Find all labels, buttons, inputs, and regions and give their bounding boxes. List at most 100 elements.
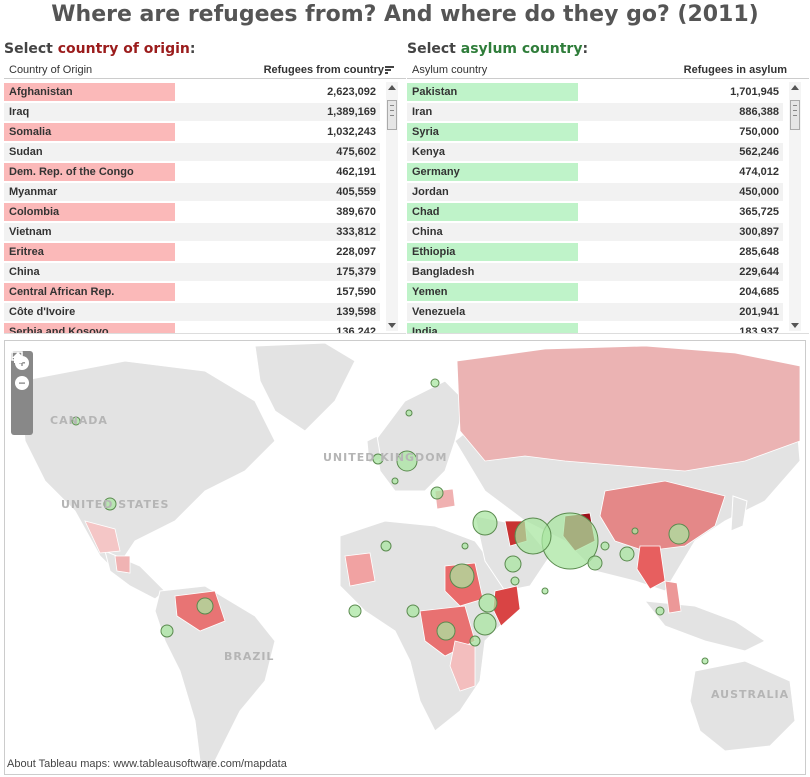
scroll-down-icon[interactable]	[388, 323, 396, 328]
scroll-thumb[interactable]	[790, 100, 800, 130]
asylum-country-name[interactable]: India	[407, 323, 578, 333]
map-controls: + −	[11, 351, 33, 435]
asylum-refugee-count: 204,685	[739, 286, 779, 298]
asylum-table-row[interactable]: Yemen 204,685	[407, 282, 809, 302]
asylum-table-row[interactable]: Syria 750,000	[407, 122, 809, 142]
scroll-up-icon[interactable]	[791, 85, 799, 90]
origin-table-row[interactable]: Colombia 389,670	[4, 202, 406, 222]
asylum-country-name[interactable]: Bangladesh	[407, 263, 578, 281]
asylum-country-name[interactable]: Chad	[407, 203, 578, 221]
map-label-united-states: UNITED STATES	[61, 498, 170, 511]
asylum-refugee-count: 1,701,945	[730, 86, 779, 98]
asylum-label-prefix: Select	[407, 41, 461, 57]
asylum-country-name[interactable]: Kenya	[407, 143, 578, 161]
origin-table-row[interactable]: Sudan 475,602	[4, 142, 406, 162]
origin-panel: Select country of origin: Country of Ori…	[4, 38, 406, 334]
origin-country-name[interactable]: China	[4, 263, 175, 281]
origin-country-name[interactable]: Eritrea	[4, 243, 175, 261]
page-title: Where are refugees from? And where do th…	[51, 2, 759, 27]
origin-country-name[interactable]: Dem. Rep. of the Congo	[4, 163, 175, 181]
map-label-brazil: BRAZIL	[224, 650, 275, 663]
rectangle-select-button[interactable]	[11, 351, 33, 413]
asylum-table: Asylum country Refugees in asylum Pakist…	[407, 62, 809, 334]
origin-label-accent: country of origin	[57, 41, 190, 57]
origin-table-row[interactable]: Eritrea 228,097	[4, 242, 406, 262]
asylum-country-name[interactable]: Pakistan	[407, 83, 578, 101]
scroll-up-icon[interactable]	[388, 85, 396, 90]
origin-country-name[interactable]: Myanmar	[4, 183, 175, 201]
asylum-country-name[interactable]: Syria	[407, 123, 578, 141]
asylum-col-name-header[interactable]: Asylum country	[412, 64, 488, 76]
asylum-table-header: Asylum country Refugees in asylum	[407, 62, 809, 79]
origin-country-name[interactable]: Iraq	[4, 103, 175, 121]
asylum-col-value-header[interactable]: Refugees in asylum	[683, 64, 787, 76]
origin-label-suffix: :	[189, 41, 196, 57]
origin-rows: Afghanistan 2,623,092 Iraq 1,389,169 Somalia…	[4, 82, 406, 333]
asylum-table-row[interactable]: China 300,897	[407, 222, 809, 242]
world-map-canvas[interactable]	[5, 341, 806, 775]
scroll-thumb[interactable]	[387, 100, 397, 130]
minus-icon: −	[15, 376, 29, 390]
origin-scrollbar[interactable]	[386, 82, 398, 331]
map-attribution[interactable]: About Tableau maps: www.tableausoftware.…	[7, 758, 287, 770]
asylum-refugee-count: 201,941	[578, 303, 783, 321]
asylum-refugee-count: 562,246	[578, 143, 783, 161]
asylum-refugee-count: 886,388	[578, 103, 783, 121]
origin-country-name[interactable]: Côte d'Ivoire	[4, 303, 175, 321]
origin-col-name-header[interactable]: Country of Origin	[9, 64, 93, 76]
origin-table-row[interactable]: Dem. Rep. of the Congo 462,191	[4, 162, 406, 182]
origin-table-row[interactable]: Myanmar 405,559	[4, 182, 406, 202]
origin-country-name[interactable]: Afghanistan	[4, 83, 175, 101]
asylum-table-row[interactable]: Venezuela 201,941	[407, 302, 809, 322]
asylum-table-row[interactable]: Jordan 450,000	[407, 182, 809, 202]
asylum-table-row[interactable]: Bangladesh 229,644	[407, 262, 809, 282]
home-icon	[12, 352, 24, 363]
asylum-country-name[interactable]: Venezuela	[407, 303, 578, 321]
origin-table-row[interactable]: Afghanistan 2,623,092	[4, 82, 406, 102]
origin-country-name[interactable]: Colombia	[4, 203, 175, 221]
origin-table-row[interactable]: Iraq 1,389,169	[4, 102, 406, 122]
asylum-table-row[interactable]: Iran 886,388	[407, 102, 809, 122]
asylum-refugee-count: 474,012	[739, 166, 779, 178]
asylum-country-name[interactable]: Iran	[407, 103, 578, 121]
asylum-table-row[interactable]: Kenya 562,246	[407, 142, 809, 162]
asylum-country-name[interactable]: Germany	[407, 163, 578, 181]
origin-country-name[interactable]: Serbia and Kosovo	[4, 323, 175, 333]
origin-refugee-count: 139,598	[175, 303, 380, 321]
origin-table-row[interactable]: China 175,379	[4, 262, 406, 282]
asylum-country-name[interactable]: Yemen	[407, 283, 578, 301]
origin-refugee-count: 157,590	[336, 286, 376, 298]
asylum-label-accent: asylum country	[460, 41, 583, 57]
asylum-table-row[interactable]: Pakistan 1,701,945	[407, 82, 809, 102]
origin-table-row[interactable]: Somalia 1,032,243	[4, 122, 406, 142]
origin-refugee-count: 228,097	[336, 246, 376, 258]
origin-refugee-count: 475,602	[175, 143, 380, 161]
origin-refugee-count: 175,379	[175, 263, 380, 281]
origin-table-row[interactable]: Côte d'Ivoire 139,598	[4, 302, 406, 322]
scroll-down-icon[interactable]	[791, 323, 799, 328]
origin-col-value-header[interactable]: Refugees from country	[263, 64, 384, 76]
asylum-table-row[interactable]: Chad 365,725	[407, 202, 809, 222]
origin-table-row[interactable]: Serbia and Kosovo 136,242	[4, 322, 406, 333]
asylum-country-name[interactable]: Jordan	[407, 183, 578, 201]
origin-table-row[interactable]: Central African Rep. 157,590	[4, 282, 406, 302]
asylum-scrollbar[interactable]	[789, 82, 801, 331]
origin-country-name[interactable]: Vietnam	[4, 223, 175, 241]
zoom-out-button[interactable]: −	[11, 373, 33, 393]
world-map[interactable]: CANADA UNITED STATES UNITED KINGDOM BRAZ…	[4, 340, 806, 775]
asylum-country-name[interactable]: Ethiopia	[407, 243, 578, 261]
origin-country-name[interactable]: Sudan	[4, 143, 175, 161]
asylum-country-name[interactable]: China	[407, 223, 578, 241]
asylum-table-row[interactable]: Germany 474,012	[407, 162, 809, 182]
asylum-refugee-count: 450,000	[578, 183, 783, 201]
origin-country-name[interactable]: Central African Rep.	[4, 283, 175, 301]
origin-table-row[interactable]: Vietnam 333,812	[4, 222, 406, 242]
sort-descending-icon[interactable]	[385, 66, 394, 74]
origin-country-name[interactable]: Somalia	[4, 123, 175, 141]
asylum-table-row[interactable]: Ethiopia 285,648	[407, 242, 809, 262]
origin-refugee-count: 333,812	[175, 223, 380, 241]
origin-refugee-count: 2,623,092	[327, 86, 376, 98]
reset-home-button[interactable]	[11, 352, 33, 433]
asylum-table-row[interactable]: India 183,937	[407, 322, 809, 333]
origin-table-header: Country of Origin Refugees from country	[4, 62, 406, 79]
